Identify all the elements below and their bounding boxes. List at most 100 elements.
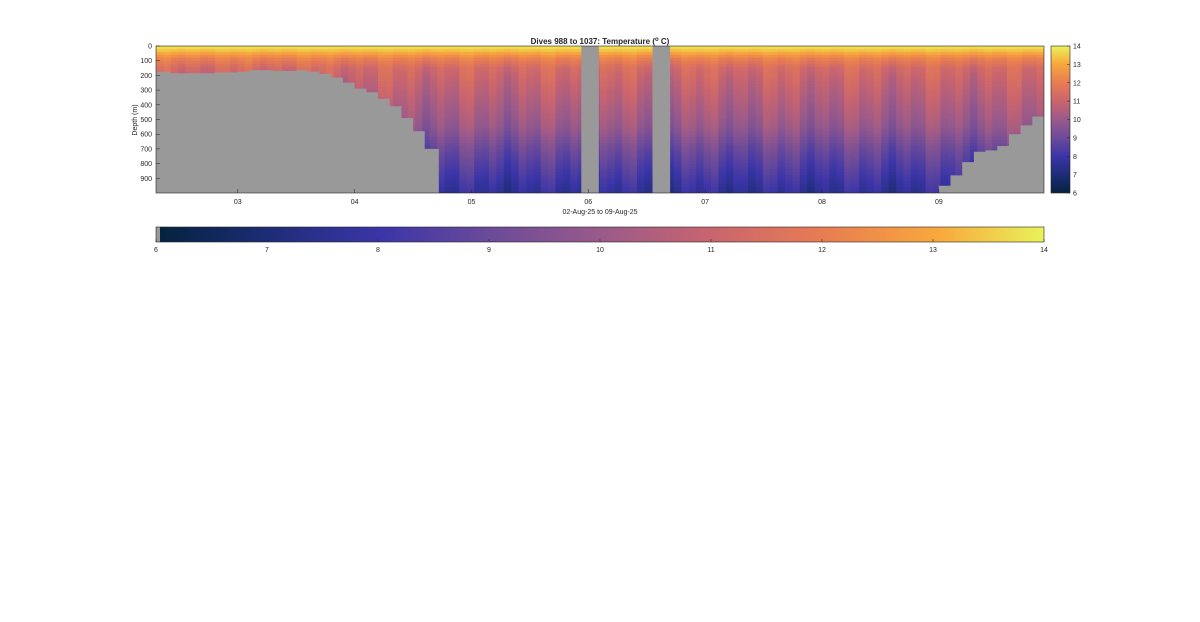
heatmap-cell	[563, 119, 571, 123]
heatmap-cell	[466, 151, 475, 156]
heatmap-cell	[733, 110, 741, 115]
heatmap-cell	[163, 66, 172, 70]
heatmap-cell	[163, 48, 172, 53]
heatmap-cell	[851, 72, 860, 76]
heatmap-cell	[444, 166, 453, 170]
heatmap-cell	[629, 163, 638, 167]
heatmap-cell	[600, 60, 608, 65]
heatmap-cell	[444, 93, 453, 97]
heatmap-cell	[459, 125, 468, 129]
heatmap-cell	[807, 163, 815, 167]
heatmap-cell	[600, 178, 608, 182]
heatmap-cell	[814, 184, 823, 188]
heatmap-cell	[444, 163, 453, 167]
heatmap-cell	[429, 84, 438, 88]
heatmap-cell	[629, 157, 638, 162]
heatmap-cell	[503, 154, 512, 159]
heatmap-cell	[444, 87, 453, 91]
heatmap-cell	[185, 63, 194, 67]
heatmap-cell	[496, 72, 505, 76]
heatmap-cell	[378, 95, 386, 100]
heatmap-cell	[496, 116, 505, 120]
heatmap-cell	[422, 116, 431, 120]
heatmap-cell	[777, 157, 786, 162]
heatmap-cell	[237, 51, 246, 56]
heatmap-cell	[718, 172, 727, 176]
heatmap-cell	[392, 75, 401, 79]
heatmap-cell	[748, 140, 756, 144]
heatmap-cell	[452, 122, 460, 126]
heatmap-cell	[274, 51, 283, 56]
heatmap-cell	[511, 54, 519, 59]
heatmap-cell	[444, 72, 453, 76]
heatmap-cell	[622, 84, 630, 88]
heatmap-cell	[555, 48, 564, 53]
heatmap-cell	[437, 178, 445, 182]
heatmap-cell	[873, 131, 882, 135]
heatmap-cell	[311, 60, 320, 65]
heatmap-cell	[785, 46, 793, 50]
heatmap-cell	[518, 69, 527, 73]
heatmap-cell	[807, 187, 815, 191]
heatmap-cell	[481, 154, 490, 159]
heatmap-cell	[859, 131, 867, 135]
heatmap-cell	[822, 107, 830, 112]
heatmap-cell	[437, 57, 445, 62]
heatmap-cell	[888, 78, 897, 82]
heatmap-cell	[466, 107, 475, 112]
heatmap-cell	[711, 143, 719, 147]
heatmap-cell	[555, 78, 564, 82]
heatmap-cell	[822, 148, 830, 153]
heatmap-cell	[748, 63, 756, 67]
heatmap-cell	[881, 140, 889, 144]
heatmap-cell	[481, 98, 490, 103]
heatmap-cell	[518, 107, 527, 112]
heatmap-cell	[452, 75, 460, 79]
heatmap-cell	[807, 128, 815, 132]
heatmap-cell	[518, 66, 527, 70]
heatmap-cell	[711, 101, 719, 106]
heatmap-cell	[829, 148, 838, 153]
heatmap-cell	[444, 75, 453, 79]
heatmap-cell	[570, 131, 579, 135]
heatmap-cell	[799, 113, 808, 117]
heatmap-cell	[770, 75, 778, 79]
heatmap-cell	[622, 98, 630, 103]
heatmap-cell	[785, 107, 793, 112]
heatmap-cell	[622, 157, 630, 162]
heatmap-cell	[533, 101, 542, 106]
heatmap-cell	[859, 87, 867, 91]
heatmap-cell	[415, 78, 423, 82]
heatmap-cell	[829, 190, 838, 193]
heatmap-cell	[614, 163, 623, 167]
heatmap-cell	[355, 66, 364, 70]
heatmap-cell	[481, 175, 490, 179]
heatmap-cell	[814, 157, 823, 162]
heatmap-cell	[555, 93, 564, 97]
heatmap-cell	[607, 187, 616, 191]
heatmap-cell	[444, 107, 453, 112]
heatmap-cell	[481, 90, 490, 94]
heatmap-cell	[518, 181, 527, 185]
heatmap-cell	[873, 95, 882, 100]
heatmap-cell	[799, 48, 808, 53]
heatmap-cell	[526, 75, 534, 79]
heatmap-cell	[703, 122, 712, 126]
heatmap-cell	[807, 190, 815, 193]
heatmap-cell	[570, 90, 579, 94]
heatmap-cell	[370, 81, 379, 85]
heatmap-cell	[170, 69, 179, 73]
heatmap-cell	[873, 190, 882, 193]
heatmap-cell	[207, 63, 216, 67]
heatmap-cell	[600, 163, 608, 167]
heatmap-cell	[178, 51, 186, 56]
heatmap-cell	[688, 54, 697, 59]
heatmap-cell	[844, 78, 852, 82]
heatmap-cell	[844, 154, 852, 159]
heatmap-cell	[570, 151, 579, 156]
heatmap-cell	[681, 60, 690, 65]
heatmap-cell	[644, 137, 653, 141]
heatmap-cell	[518, 187, 527, 191]
heatmap-cell	[814, 107, 823, 112]
heatmap-cell	[703, 131, 712, 135]
